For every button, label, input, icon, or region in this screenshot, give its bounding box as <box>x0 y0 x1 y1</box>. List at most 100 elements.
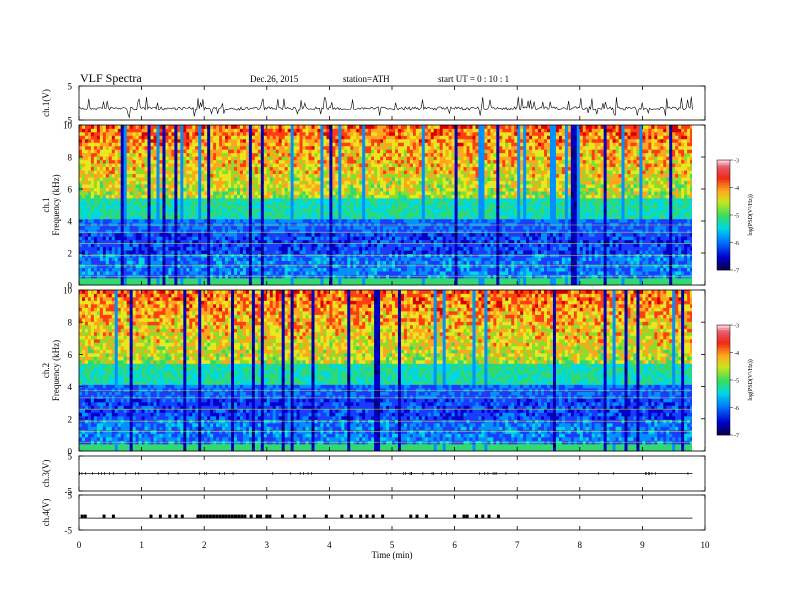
ch1-spectrogram-cell <box>294 135 297 139</box>
ch1-spectrogram-cell <box>344 153 347 157</box>
ch1-spectrogram-cell <box>121 132 124 136</box>
ch1-spectrogram-cell <box>344 163 347 167</box>
ch1-spectrogram-cell <box>231 212 234 216</box>
ch1-spectrogram-cell <box>228 250 231 254</box>
ch1-spectrogram-cell <box>210 243 213 247</box>
ch1-spectrogram-cell <box>297 257 300 261</box>
ch1-spectrogram-cell <box>189 139 192 143</box>
ch1-spectrogram-cell <box>294 181 297 185</box>
ch1-spectrogram-cell <box>252 132 255 136</box>
ch1-spectrogram-cell <box>127 268 130 272</box>
ch1-spectrogram-cell <box>148 240 151 244</box>
ch1-spectrogram-cell <box>148 257 151 261</box>
ch1-spectrogram-cell <box>177 177 180 181</box>
ch1-spectrogram-cell <box>315 177 318 181</box>
ch1-spectrogram-cell <box>142 226 145 230</box>
ch1-spectrogram-cell <box>279 278 282 282</box>
ch1-spectrogram-cell <box>85 243 88 247</box>
ch1-spectrogram-cell <box>240 174 243 178</box>
ch1-spectrogram-cell <box>100 268 103 272</box>
ch1-spectrogram-cell <box>165 236 168 240</box>
ch1-spectrogram-cell <box>88 233 91 237</box>
ch1-spectrogram-cell <box>82 261 85 265</box>
ch1-spectrogram-cell <box>136 250 139 254</box>
ch1-spectrogram-cell <box>100 142 103 146</box>
ch1-spectrogram-cell <box>151 195 154 199</box>
ch1-spectrogram-cell <box>109 257 112 261</box>
ch1-spectrogram-cell <box>180 139 183 143</box>
ch1-spectrogram-cell <box>136 142 139 146</box>
ch1-spectrogram-cell <box>219 163 222 167</box>
ch1-spectrogram-cell <box>243 184 246 188</box>
ch1-spectrogram-cell <box>329 195 332 199</box>
ch1-spectrogram-cell <box>329 128 332 132</box>
ch1-spectrogram-cell <box>291 163 294 167</box>
ch1-spectrogram-cell <box>118 184 121 188</box>
ch1-spectrogram-cell <box>288 184 291 188</box>
ch1-spectrogram-cell <box>165 226 168 230</box>
ch1-spectrogram-cell <box>139 215 142 219</box>
ch1-spectrogram-cell <box>297 233 300 237</box>
ch1-spectrogram-cell <box>88 278 91 282</box>
ch1-spectrogram-cell <box>216 149 219 153</box>
ch1-spectrogram-cell <box>148 268 151 272</box>
ch1-spectrogram-cell <box>306 167 309 171</box>
ch1-spectrogram-cell <box>356 167 359 171</box>
ch1-spectrogram-cell <box>309 250 312 254</box>
ch1-spectrogram-cell <box>130 243 133 247</box>
ch1-spectrogram-cell <box>234 278 237 282</box>
ch1-spectrogram-cell <box>207 132 210 136</box>
ch1-spectrogram-cell <box>127 167 130 171</box>
ch1-spectrogram-cell <box>356 236 359 240</box>
ch1-spectrogram-cell <box>109 142 112 146</box>
ch1-spectrogram-cell <box>148 125 151 129</box>
ch1-spectrogram-cell <box>162 177 165 181</box>
ch1-spectrogram-cell <box>261 198 264 202</box>
ch1-spectrogram-cell <box>258 184 261 188</box>
ch1-spectrogram-cell <box>350 125 353 129</box>
ch1-spectrogram-cell <box>344 149 347 153</box>
ch1-spectrogram-cell <box>323 198 326 202</box>
ch1-spectrogram-cell <box>148 139 151 143</box>
ch1-spectrogram-cell <box>335 177 338 181</box>
ch1-spectrogram-cell <box>255 174 258 178</box>
ch1-spectrogram-cell <box>234 240 237 244</box>
ch1-spectrogram-cell <box>353 243 356 247</box>
ch1-spectrogram-cell <box>294 142 297 146</box>
ch1-spectrogram-cell <box>148 226 151 230</box>
ch1-spectrogram-cell <box>306 188 309 192</box>
ch1-spectrogram-cell <box>320 167 323 171</box>
ch1-spectrogram-cell <box>174 226 177 230</box>
ch1-spectrogram-cell <box>109 146 112 150</box>
ch1-spectrogram-cell <box>317 146 320 150</box>
ch1-spectrogram-cell <box>335 219 338 223</box>
ch1-spectrogram-cell <box>127 139 130 143</box>
ch1-spectrogram-cell <box>91 139 94 143</box>
ch1-spectrogram-cell <box>189 167 192 171</box>
ch1-spectrogram-cell <box>246 215 249 219</box>
ch1-spectrogram-cell <box>258 195 261 199</box>
ch1-spectrogram-cell <box>157 229 160 233</box>
ch1-spectrogram-cell <box>192 142 195 146</box>
ch1-spectrogram-cell <box>282 146 285 150</box>
ch1-spectrogram-cell <box>240 250 243 254</box>
ch1-spectrogram-cell <box>350 229 353 233</box>
ch1-spectrogram-cell <box>168 202 171 206</box>
ch1-spectrogram-cell <box>154 226 157 230</box>
ch1-spectrogram-cell <box>94 142 97 146</box>
ch1-spectrogram-cell <box>237 170 240 174</box>
ch1-spectrogram-cell <box>210 184 213 188</box>
ch1-spectrogram-cell <box>267 170 270 174</box>
ch1-spectrogram-cell <box>297 139 300 143</box>
ch1-spectrogram-cell <box>246 188 249 192</box>
ch1-spectrogram-cell <box>288 195 291 199</box>
ch1-spectrogram-cell <box>139 240 142 244</box>
ch1-spectrogram-cell <box>356 170 359 174</box>
ch1-spectrogram-cell <box>261 247 264 251</box>
ch1-spectrogram-cell <box>225 222 228 226</box>
ch1-spectrogram-cell <box>148 243 151 247</box>
ch1-spectrogram-cell <box>139 142 142 146</box>
ch1-spectrogram-cell <box>264 160 267 164</box>
ch1-spectrogram-cell <box>91 236 94 240</box>
ch1-spectrogram-cell <box>100 261 103 265</box>
